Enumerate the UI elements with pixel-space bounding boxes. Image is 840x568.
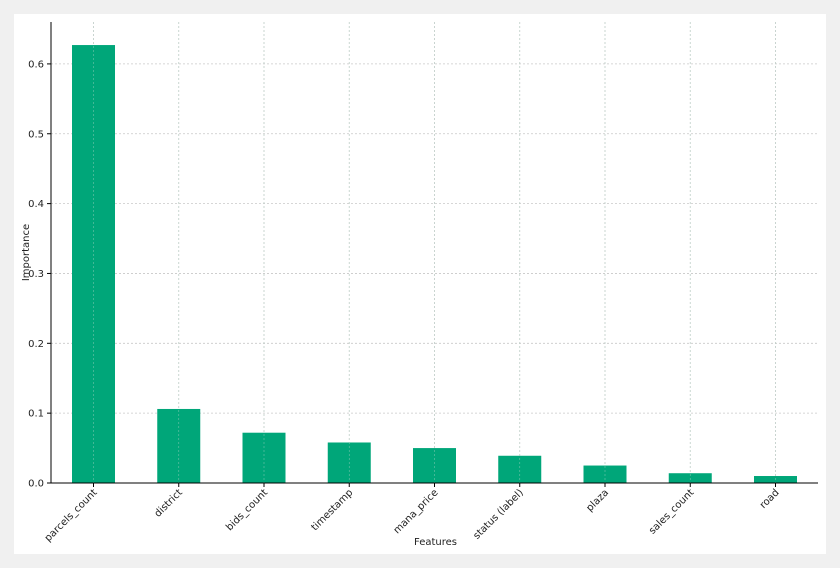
x-tick-label: district — [153, 487, 185, 519]
bar-mana-price — [413, 448, 456, 483]
x-tick-label: parcels_count — [43, 487, 100, 544]
bar-layer — [72, 22, 797, 484]
x-tick-label: timestamp — [309, 487, 355, 533]
y-tick-label: 0.2 — [28, 339, 44, 350]
y-tick-label: 0.3 — [28, 269, 44, 280]
x-tick-label: road — [758, 487, 782, 511]
x-tick-label: plaza — [585, 487, 612, 514]
x-axis-title: Features — [414, 537, 457, 548]
x-tick-label: mana_price — [392, 487, 441, 536]
y-tick-label: 0.5 — [28, 129, 44, 140]
y-tick-label: 0.0 — [28, 479, 44, 490]
y-tick-label: 0.6 — [28, 59, 44, 70]
x-tick-label: status (label) — [471, 487, 525, 541]
y-axis-title: Importance — [21, 224, 32, 281]
x-tick-labels: parcels_count district bids_count timestamp… — [43, 483, 782, 544]
y-tick-label: 0.4 — [28, 199, 44, 210]
x-tick-label: bids_count — [224, 487, 270, 533]
y-tick-labels: 0.0 0.1 0.2 0.3 0.4 0.5 0.6 — [28, 59, 51, 490]
x-tick-label: sales_count — [647, 487, 696, 536]
y-tick-label: 0.1 — [28, 409, 44, 420]
